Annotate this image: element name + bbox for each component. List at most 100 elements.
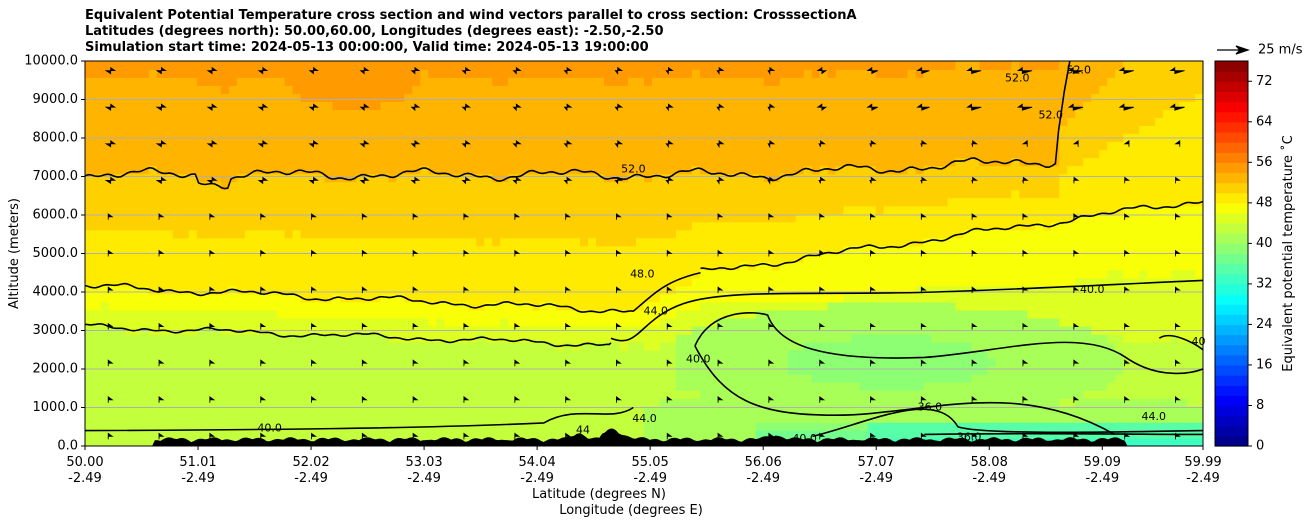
theta-cell (548, 189, 558, 199)
theta-cell (723, 173, 733, 183)
theta-cell (843, 333, 853, 343)
theta-cell (444, 397, 454, 407)
theta-cell (867, 309, 877, 319)
theta-cell (604, 389, 613, 399)
theta-cell (484, 301, 494, 311)
theta-cell (628, 341, 637, 351)
theta-cell (699, 77, 709, 86)
theta-cell (723, 301, 733, 311)
theta-cell (636, 381, 645, 391)
theta-cell (588, 221, 597, 231)
theta-cell (260, 229, 270, 239)
theta-cell (739, 253, 749, 263)
theta-cell (556, 77, 566, 86)
theta-cell (843, 69, 853, 78)
theta-cell (300, 69, 310, 78)
theta-cell (564, 365, 573, 375)
theta-cell (739, 277, 749, 287)
theta-cell (260, 389, 270, 399)
theta-cell (101, 309, 110, 319)
theta-cell (196, 213, 206, 223)
theta-cell (428, 301, 438, 311)
theta-cell (883, 413, 893, 423)
theta-cell (244, 197, 254, 207)
theta-cell (244, 165, 254, 175)
theta-cell (332, 293, 342, 303)
theta-cell (492, 213, 502, 223)
theta-cell (148, 157, 158, 167)
theta-cell (516, 293, 526, 303)
theta-cell (891, 157, 901, 167)
theta-cell (827, 245, 837, 255)
theta-cell (164, 141, 174, 151)
theta-cell (484, 205, 494, 215)
theta-cell (236, 277, 246, 287)
theta-cell (755, 421, 765, 431)
theta-cell (436, 93, 446, 103)
theta-cell (244, 125, 254, 135)
theta-cell (164, 413, 174, 423)
theta-cell (564, 293, 573, 303)
theta-cell (843, 229, 853, 239)
theta-cell (691, 69, 701, 78)
theta-cell (787, 357, 797, 367)
theta-cell (540, 317, 550, 327)
theta-cell (660, 69, 669, 78)
theta-cell (388, 109, 398, 119)
theta-cell (628, 93, 637, 103)
theta-cell (763, 101, 773, 111)
theta-cell (356, 173, 366, 183)
theta-cell (819, 117, 829, 127)
theta-cell (564, 93, 573, 103)
theta-cell (819, 277, 829, 287)
theta-cell (867, 165, 877, 175)
theta-cell (132, 349, 142, 359)
theta-cell (116, 317, 126, 327)
theta-cell (109, 109, 118, 119)
theta-cell (580, 389, 589, 399)
chart-title-line-3: Simulation start time: 2024-05-13 00:00:… (85, 40, 649, 55)
theta-cell (93, 205, 102, 215)
theta-cell (132, 229, 142, 239)
theta-cell (715, 341, 725, 351)
theta-cell (228, 341, 238, 351)
theta-cell (116, 430, 126, 439)
theta-cell (604, 69, 613, 78)
theta-cell (212, 333, 222, 343)
theta-cell (739, 373, 749, 383)
theta-cell (276, 317, 286, 327)
theta-cell (492, 77, 502, 86)
theta-cell (620, 333, 629, 343)
theta-cell (612, 269, 621, 279)
theta-cell (819, 293, 829, 303)
theta-cell (388, 261, 398, 271)
theta-cell (580, 101, 589, 111)
theta-cell (93, 237, 102, 247)
theta-cell (524, 237, 534, 247)
theta-cell (412, 357, 422, 367)
theta-cell (132, 165, 142, 175)
theta-cell (172, 85, 182, 95)
theta-cell (380, 405, 390, 415)
theta-cell (891, 365, 901, 375)
theta-cell (332, 85, 342, 95)
theta-cell (220, 77, 230, 86)
theta-cell (284, 221, 294, 231)
theta-cell (364, 333, 374, 343)
theta-cell (540, 405, 550, 415)
theta-cell (236, 253, 246, 263)
theta-cell (364, 125, 374, 135)
theta-cell (636, 173, 645, 183)
theta-cell (652, 269, 661, 279)
theta-cell (668, 149, 677, 159)
theta-cell (556, 253, 566, 263)
theta-cell (180, 61, 190, 70)
theta-cell (787, 277, 797, 287)
theta-cell (452, 157, 462, 167)
theta-cell (668, 61, 677, 70)
theta-cell (580, 93, 589, 103)
theta-cell (612, 389, 621, 399)
theta-cell (332, 93, 342, 103)
theta-cell (843, 261, 853, 271)
theta-cell (883, 421, 893, 431)
